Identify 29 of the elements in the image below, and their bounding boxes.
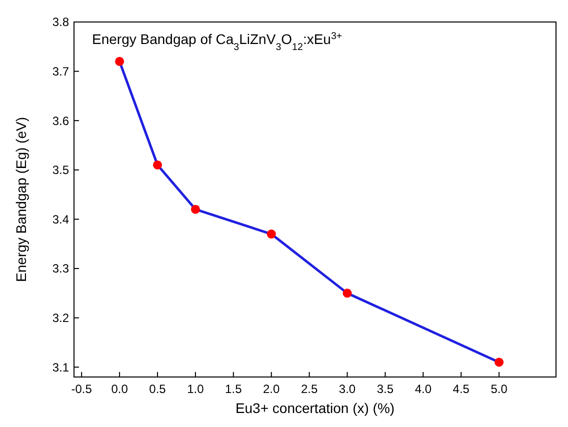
point — [190, 204, 200, 214]
y-tick-label: 3.7 — [52, 64, 70, 79]
x-tick-label: 5.0 — [490, 382, 508, 396]
y-tick-label: 3.1 — [52, 360, 70, 374]
x-tick-label: 3.0 — [338, 382, 356, 396]
y-tick-label: 3.8 — [52, 15, 70, 30]
x-tick-label: 2.0 — [263, 382, 280, 396]
point — [115, 56, 124, 66]
x-axis-title: Eu3+ concertation (x) (%) — [235, 400, 395, 416]
y-tick-label: 3.4 — [52, 212, 70, 226]
y-tick-label: 3.3 — [52, 262, 70, 276]
y-tick-label: 3.6 — [52, 114, 70, 128]
x-tick-label: 0.0 — [111, 382, 128, 396]
x-tick-label: 0.5 — [149, 382, 166, 396]
x-tick-label: 1.5 — [225, 382, 242, 396]
y-axis-title: Energy Bandgap (Eg) (eV) — [13, 117, 29, 282]
x-tick-label: 2.5 — [300, 382, 318, 396]
point — [494, 358, 504, 367]
x-tick-label: 4.5 — [452, 382, 470, 396]
x-tick-label: 3.5 — [376, 382, 394, 396]
y-tick-label: 3.5 — [52, 163, 70, 178]
y-tick-label: 3.2 — [52, 311, 70, 326]
point — [152, 160, 162, 170]
point — [266, 230, 276, 239]
point — [342, 288, 352, 298]
x-tick-label: -0.5 — [71, 382, 92, 396]
x-tick-label: 1.0 — [187, 382, 204, 396]
text: Energy Bandgap of Ca$_{3}$LiZnV$_{3}$O$_{12}$:xEu$^{3+}$ — [92, 30, 342, 52]
x-tick-label: 4.0 — [414, 382, 432, 396]
